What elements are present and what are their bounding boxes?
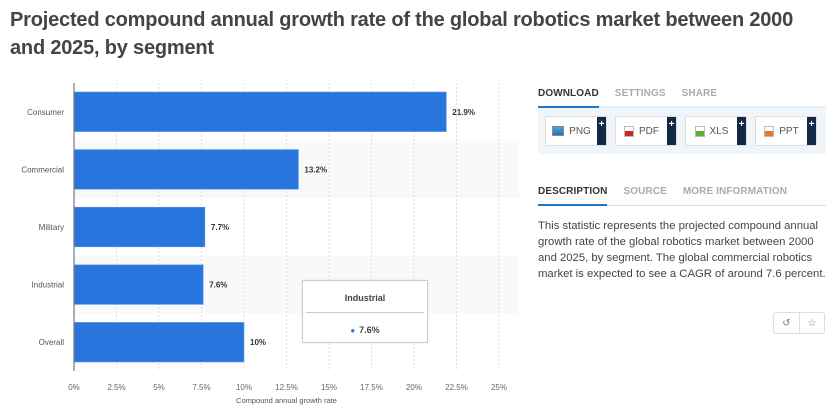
tooltip-value-row: ● 7.6%	[303, 313, 427, 335]
tab-download[interactable]: DOWNLOAD	[538, 84, 599, 108]
bar[interactable]	[73, 149, 299, 190]
x-tick-label: 22.5%	[445, 383, 468, 392]
page-title: Projected compound annual growth rate of…	[10, 9, 794, 59]
tooltip-value: 7.6%	[359, 325, 380, 335]
category-label: Military	[39, 223, 64, 232]
series-bullet-icon: ●	[350, 326, 356, 335]
download-area: PNG + PDF + XLS + PPT +	[538, 108, 826, 154]
bar[interactable]	[73, 322, 245, 363]
download-png-button[interactable]: PNG +	[545, 116, 607, 146]
x-tick-label: 17.5%	[360, 383, 383, 392]
tooltip-title: Industrial	[306, 281, 424, 313]
x-tick-label: 20%	[406, 383, 422, 392]
plus-icon[interactable]: +	[807, 117, 816, 145]
data-label: 7.6%	[209, 281, 227, 290]
download-pdf-button[interactable]: PDF +	[615, 116, 677, 146]
x-tick-label: 15%	[321, 383, 337, 392]
category-label: Consumer	[27, 108, 64, 117]
ppt-label: PPT	[779, 125, 799, 137]
data-label: 7.7%	[211, 223, 229, 232]
x-tick-label: 5%	[153, 383, 165, 392]
tab-description[interactable]: DESCRIPTION	[538, 182, 608, 206]
tab-settings[interactable]: SETTINGS	[614, 88, 666, 99]
ppt-file-icon	[764, 125, 775, 137]
data-label: 21.9%	[452, 108, 475, 117]
x-tick-label: 7.5%	[192, 383, 210, 392]
bar[interactable]	[73, 91, 447, 132]
data-label: 13.2%	[304, 165, 327, 174]
side-panel: DOWNLOAD SETTINGS SHARE PNG + PDF + XLS …	[538, 84, 826, 282]
plus-icon[interactable]: +	[597, 117, 606, 145]
action-buttons: ↺ ☆	[773, 312, 825, 334]
history-icon[interactable]: ↺	[782, 317, 791, 329]
bar[interactable]	[73, 264, 204, 305]
pdf-file-icon	[624, 125, 634, 137]
bar-chart: 21.9% Consumer 13.2% Commercial 7.7% Military…	[21, 83, 519, 405]
x-tick-label: 0%	[68, 383, 80, 392]
x-tick-label: 12.5%	[275, 383, 298, 392]
chart-tooltip: Industrial ● 7.6%	[302, 280, 428, 343]
category-label: Commercial	[21, 165, 64, 174]
tab-more-information[interactable]: MORE INFORMATION	[682, 186, 788, 197]
category-label: Overall	[39, 338, 65, 347]
tab-share[interactable]: SHARE	[681, 88, 718, 99]
xls-label: XLS	[709, 125, 729, 137]
category-label: Industrial	[32, 281, 65, 290]
star-icon[interactable]: ☆	[799, 313, 824, 333]
download-xls-button[interactable]: XLS +	[685, 116, 747, 146]
download-tabs: DOWNLOAD SETTINGS SHARE	[538, 84, 826, 108]
x-tick-label: 25%	[491, 383, 507, 392]
png-label: PNG	[569, 125, 591, 137]
xls-file-icon	[694, 125, 705, 137]
bar[interactable]	[73, 206, 206, 248]
x-axis-title: Compound annual growth rate	[236, 396, 337, 405]
tab-source[interactable]: SOURCE	[623, 186, 667, 197]
x-tick-label: 10%	[236, 383, 252, 392]
plus-icon[interactable]: +	[667, 117, 676, 145]
image-file-icon	[552, 126, 565, 136]
pdf-label: PDF	[639, 125, 659, 137]
info-tabs: DESCRIPTION SOURCE MORE INFORMATION	[538, 182, 826, 206]
description-text: This statistic represents the projected …	[538, 220, 826, 280]
download-ppt-button[interactable]: PPT +	[755, 116, 817, 146]
plus-icon[interactable]: +	[737, 117, 746, 145]
data-label: 10%	[250, 338, 266, 347]
x-tick-label: 2.5%	[107, 383, 125, 392]
